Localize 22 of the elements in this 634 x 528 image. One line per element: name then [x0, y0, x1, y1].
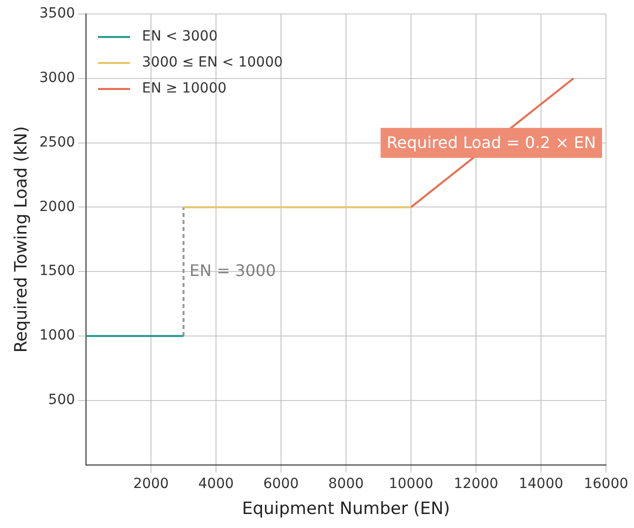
legend-label: EN < 3000	[142, 28, 218, 45]
y-tick-label: 2000	[39, 198, 76, 215]
annotation: Required Load = 0.2 × EN	[386, 133, 596, 152]
x-tick-label: 12000	[454, 476, 498, 492]
x-tick-label: 14000	[518, 476, 564, 492]
x-tick-label: 6000	[263, 476, 299, 492]
x-tick-label: 10000	[388, 476, 434, 492]
legend-label: EN ≥ 10000	[142, 80, 227, 97]
annotation: EN = 3000	[190, 260, 276, 280]
x-tick-label: 16000	[584, 476, 628, 492]
x-tick-label: 4000	[198, 476, 234, 492]
y-tick-label: 2500	[39, 134, 76, 150]
x-tick-label: 2000	[133, 476, 169, 492]
x-tick-label: 8000	[328, 476, 364, 492]
y-axis-title: Required Towing Load (kN)	[12, 126, 32, 353]
legend-label: 3000 ≤ EN < 10000	[142, 54, 283, 71]
y-tick-label: 1500	[39, 263, 76, 280]
y-tick-label: 3000	[39, 70, 76, 86]
y-tick-label: 3500	[39, 6, 76, 22]
y-tick-label: 1000	[39, 328, 76, 344]
y-tick-label: 500	[48, 392, 76, 408]
x-axis-title: Equipment Number (EN)	[242, 499, 450, 520]
